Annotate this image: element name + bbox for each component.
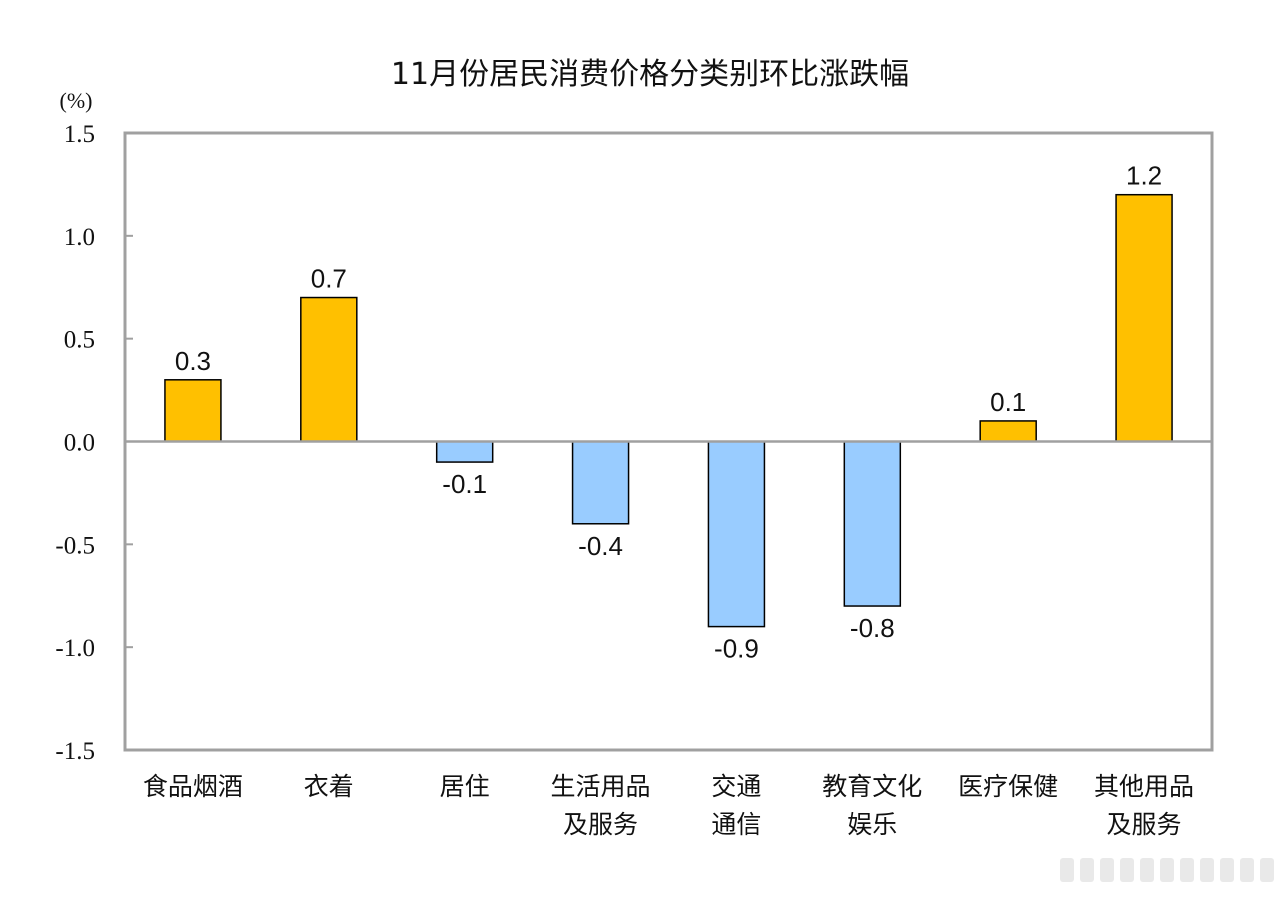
category-label-4: 及服务 [563, 810, 638, 839]
chart-title: 11月份居民消费价格分类别环比涨跌幅 [391, 57, 909, 92]
category-label-5: 交通 [711, 772, 761, 801]
bar-4 [571, 440, 630, 525]
watermark-decoration [1060, 858, 1274, 882]
y-tick-label: -0.5 [55, 532, 95, 559]
y-tick-label: -1.5 [55, 738, 95, 765]
bar-2 [300, 296, 358, 443]
bar-1 [164, 379, 222, 443]
category-label-1: 食品烟酒 [143, 772, 243, 801]
y-axis-unit-label: (%) [60, 88, 93, 113]
category-label-7: 医疗保健 [958, 772, 1058, 801]
data-label-2: 0.7 [311, 264, 347, 294]
category-label-6: 娱乐 [847, 810, 897, 839]
y-tick-label: 0.0 [64, 430, 95, 457]
data-label-8: 1.2 [1126, 161, 1162, 191]
category-label-3: 居住 [440, 772, 490, 801]
data-label-1: 0.3 [175, 346, 211, 376]
data-label-6: -0.8 [850, 613, 895, 643]
data-label-7: 0.1 [990, 387, 1026, 417]
data-label-5: -0.9 [714, 634, 759, 664]
bar-7 [979, 420, 1037, 443]
data-label-3: -0.1 [442, 469, 487, 499]
category-label-8: 其他用品 [1094, 772, 1194, 801]
y-tick-label: 0.5 [64, 327, 95, 354]
y-tick-label: 1.5 [64, 121, 95, 148]
category-label-8: 及服务 [1107, 810, 1182, 839]
bar-5 [707, 440, 766, 628]
bar-3 [435, 440, 494, 463]
data-label-4: -0.4 [578, 531, 623, 561]
category-label-5: 通信 [711, 810, 761, 839]
category-label-2: 衣着 [304, 772, 354, 801]
bar-6 [843, 440, 902, 607]
y-tick-label: -1.0 [55, 635, 95, 662]
bar-8 [1115, 193, 1173, 443]
y-tick-label: 1.0 [64, 224, 95, 251]
category-label-6: 教育文化 [822, 772, 922, 801]
category-label-4: 生活用品 [551, 772, 651, 801]
